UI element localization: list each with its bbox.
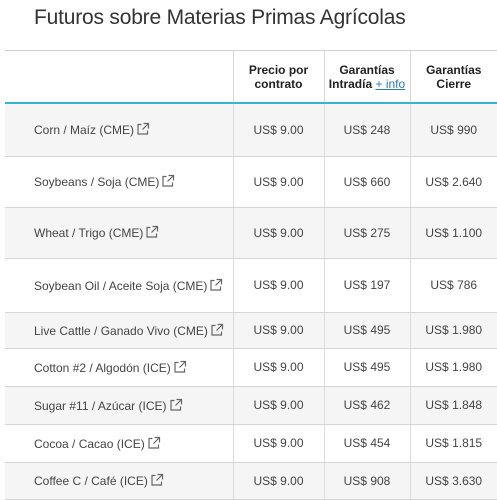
cell-close-margin: US$ 990: [409, 103, 497, 157]
cell-contract-name: Sugar #11 / Azúcar (ICE): [5, 386, 233, 425]
cell-intraday-margin: US$ 495: [323, 348, 410, 387]
cell-contract-name: Cocoa / Cacao (ICE): [5, 424, 233, 463]
header-name: [5, 51, 233, 104]
contract-name-link[interactable]: Soybean Oil / Aceite Soja (CME): [34, 278, 208, 293]
cell-close-margin: US$ 2.640: [409, 156, 497, 208]
cell-price: US$ 9.00: [232, 258, 324, 313]
cell-intraday-margin: US$ 275: [323, 207, 410, 259]
cell-close-margin: US$ 3.630: [409, 462, 497, 500]
cell-close-margin: US$ 1.980: [409, 348, 497, 387]
cell-contract-name: Coffee C / Café (ICE): [5, 462, 233, 500]
cell-close-margin: US$ 1.815: [409, 424, 497, 463]
cell-price: US$ 9.00: [232, 207, 324, 259]
cell-contract-name: Live Cattle / Ganado Vivo (CME): [5, 312, 233, 349]
cell-price: US$ 9.00: [232, 348, 324, 387]
cell-intraday-margin: US$ 495: [323, 312, 410, 349]
external-link-icon[interactable]: [136, 122, 150, 136]
table-row: Sugar #11 / Azúcar (ICE) US$ 9.00 US$ 462 U…: [5, 386, 497, 425]
table-row: Corn / Maíz (CME) US$ 9.00 US$ 248 US$ 990: [5, 103, 497, 157]
header-close-line1: Garantías: [426, 62, 482, 77]
table-row: Cocoa / Cacao (ICE) US$ 9.00 US$ 454 US$ 1.…: [5, 424, 497, 463]
cell-intraday-margin: US$ 908: [323, 462, 410, 500]
header-price: Precio por contrato: [232, 51, 324, 104]
cell-close-margin: US$ 1.848: [409, 386, 497, 425]
contract-name-link[interactable]: Sugar #11 / Azúcar (ICE): [34, 398, 167, 413]
contract-name-link[interactable]: Corn / Maíz (CME): [34, 123, 135, 138]
cell-intraday-margin: US$ 462: [323, 386, 410, 425]
table-row: Wheat / Trigo (CME) US$ 9.00 US$ 275 US$ 1.…: [5, 207, 497, 259]
margins-table: Precio por contrato Garantías Intradía +…: [5, 51, 497, 500]
cell-contract-name: Soybeans / Soja (CME): [5, 156, 233, 208]
cell-intraday-margin: US$ 248: [323, 103, 410, 157]
page-title: Futuros sobre Materias Primas Agrícolas: [34, 6, 406, 29]
cell-contract-name: Corn / Maíz (CME): [5, 103, 233, 157]
cell-price: US$ 9.00: [232, 462, 324, 500]
cell-contract-name: Cotton #2 / Algodón (ICE): [5, 348, 233, 387]
header-price-line1: Precio por: [248, 62, 309, 77]
external-link-icon[interactable]: [169, 398, 183, 412]
external-link-icon[interactable]: [161, 174, 175, 188]
cell-price: US$ 9.00: [232, 103, 324, 157]
table-row: Soybean Oil / Aceite Soja (CME) US$ 9.00 U…: [5, 258, 497, 313]
external-link-icon[interactable]: [209, 278, 223, 292]
header-close-line2: Cierre: [436, 76, 472, 91]
header-close: Garantías Cierre: [409, 51, 497, 104]
table-header-row: Precio por contrato Garantías Intradía +…: [5, 51, 497, 104]
cell-intraday-margin: US$ 454: [323, 424, 410, 463]
cell-price: US$ 9.00: [232, 424, 324, 463]
external-link-icon[interactable]: [150, 473, 164, 487]
cell-close-margin: US$ 1.100: [409, 207, 497, 259]
cell-price: US$ 9.00: [232, 386, 324, 425]
contract-name-link[interactable]: Soybeans / Soja (CME): [34, 175, 160, 189]
cell-intraday-margin: US$ 660: [323, 156, 410, 208]
cell-intraday-margin: US$ 197: [323, 258, 410, 313]
table-row: Soybeans / Soja (CME) US$ 9.00 US$ 660 US$ …: [5, 156, 497, 208]
cell-close-margin: US$ 786: [409, 258, 497, 313]
external-link-icon[interactable]: [210, 323, 224, 337]
cell-price: US$ 9.00: [232, 312, 324, 349]
cell-contract-name: Soybean Oil / Aceite Soja (CME): [5, 258, 233, 313]
table-row: Cotton #2 / Algodón (ICE) US$ 9.00 US$ 495…: [5, 348, 497, 387]
header-intraday-line1: Garantías: [339, 62, 395, 77]
cell-close-margin: US$ 1.980: [409, 312, 497, 349]
table-row: Coffee C / Café (ICE) US$ 9.00 US$ 908 US$ …: [5, 462, 497, 500]
external-link-icon[interactable]: [145, 225, 159, 239]
header-intraday: Garantías Intradía + info: [323, 51, 410, 104]
external-link-icon[interactable]: [173, 360, 187, 374]
contract-name-link[interactable]: Wheat / Trigo (CME): [34, 226, 144, 240]
cell-price: US$ 9.00: [232, 156, 324, 208]
header-intraday-line2: Intradía: [328, 76, 373, 91]
margins-table-container: Precio por contrato Garantías Intradía +…: [5, 50, 497, 500]
contract-name-link[interactable]: Cocoa / Cacao (ICE): [34, 436, 145, 451]
table-body: Corn / Maíz (CME) US$ 9.00 US$ 248 US$ 990 S…: [5, 103, 497, 500]
more-info-link[interactable]: + info: [375, 76, 406, 91]
contract-name-link[interactable]: Cotton #2 / Algodón (ICE): [34, 360, 171, 375]
contract-name-link[interactable]: Coffee C / Café (ICE): [34, 474, 148, 488]
cell-contract-name: Wheat / Trigo (CME): [5, 207, 233, 259]
header-price-line2: contrato: [254, 76, 303, 91]
table-row: Live Cattle / Ganado Vivo (CME) US$ 9.00 U…: [5, 312, 497, 349]
external-link-icon[interactable]: [147, 436, 161, 450]
contract-name-link[interactable]: Live Cattle / Ganado Vivo (CME): [34, 323, 208, 338]
